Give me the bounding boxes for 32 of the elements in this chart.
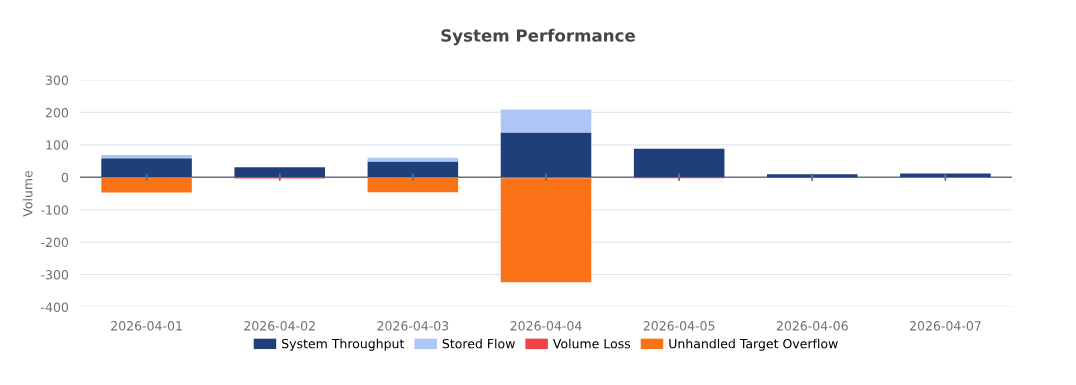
y-tick-label: 0 [61, 172, 69, 183]
y-axis-title: Volume [22, 170, 33, 217]
y-tick-label: -100 [41, 205, 69, 215]
x-tick-label: 2026-04-02 [244, 321, 315, 331]
legend-label: System Throughput [282, 338, 405, 351]
bar [633, 148, 725, 178]
y-tick-label: 200 [45, 107, 69, 118]
y-tick-label: -200 [41, 237, 69, 248]
legend-label: Stored Flow [442, 338, 515, 349]
x-tick-label: 2026-04-07 [910, 321, 981, 331]
x-tick-label: 2026-04-05 [643, 321, 715, 331]
x-tick-label: 2026-04-04 [510, 321, 582, 331]
x-tick-label: 2026-04-06 [776, 321, 848, 331]
bar [500, 109, 592, 133]
legend-label: Unhandled Target Overflow [669, 338, 838, 351]
legend-label: Volume Loss [552, 338, 631, 349]
bar [900, 173, 991, 178]
bar [234, 167, 325, 178]
x-tick-label: 2026-04-01 [111, 321, 182, 331]
y-tick-label: -400 [41, 302, 69, 312]
x-tick-label: 2026-04-03 [377, 321, 449, 331]
bar [367, 161, 459, 178]
chart-title: System Performance [441, 28, 635, 46]
bar [101, 158, 192, 178]
bar [367, 177, 459, 193]
y-tick-label: 100 [46, 140, 69, 150]
bar [500, 178, 592, 283]
y-tick-label: -300 [41, 270, 69, 280]
y-tick-label: 300 [45, 75, 69, 85]
bar [500, 132, 592, 178]
bar [101, 154, 192, 159]
bar [101, 177, 192, 193]
